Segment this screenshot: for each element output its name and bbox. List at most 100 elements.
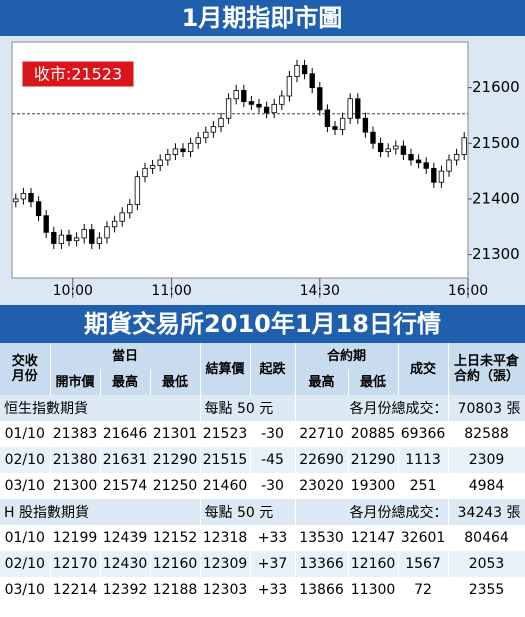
annotation: 收市:21523 (34, 65, 122, 84)
table-row: 03/10 21300 21574 21250 21460 -30 23020 19300 25… (0, 473, 525, 499)
candle-body (187, 142, 194, 153)
table-cell: 01/10 (0, 421, 51, 447)
table-cell: 12188 (150, 577, 201, 603)
candle-body (271, 103, 277, 114)
candle-body (89, 229, 95, 244)
table-cell: 21631 (100, 447, 151, 473)
table-cell: 2309 (448, 447, 525, 473)
candle-body (28, 192, 34, 203)
candle-body (127, 204, 133, 214)
candle-body (294, 64, 300, 77)
y-tick-label: 21500 (472, 134, 520, 152)
table-cell: 交收 月份 (0, 343, 51, 395)
candle-body (51, 231, 57, 244)
table-cell: 21574 (100, 473, 151, 499)
table-cell: 每點 50 元 (200, 395, 296, 421)
table-row: 恒生指數期貨 每點 50 元各月份總成交： 70803 張 (0, 395, 525, 421)
table-title: 期貨交易所2010年1月18日行情 (0, 305, 525, 343)
table-cell: 各月份總成交： (295, 499, 449, 525)
table-cell: 21383 (50, 421, 101, 447)
table-cell: 起跌 (250, 343, 296, 395)
candle-body (256, 103, 262, 108)
table-cell: 22690 (295, 447, 349, 473)
candle-body (301, 64, 308, 75)
table-cell: 12152 (150, 525, 201, 551)
candle-body (142, 167, 148, 178)
table-cell: 當日 (50, 343, 201, 369)
candle-body (461, 137, 467, 155)
candle-body (73, 237, 80, 242)
candle-body (111, 220, 118, 228)
table-cell: 70803 張 (448, 395, 525, 421)
candle-body (165, 154, 171, 161)
y-tick-label: 21600 (472, 78, 520, 96)
table-cell: 21460 (200, 473, 251, 499)
candle-body (81, 229, 87, 239)
candle-body (248, 101, 255, 105)
table-row: 02/10 12170 12430 12160 12309 +37 13366 12160 15… (0, 551, 525, 577)
candle-body (20, 192, 27, 200)
candle-body (415, 159, 422, 164)
candle-body (119, 212, 125, 222)
table-cell: 02/10 (0, 447, 51, 473)
candle-body (233, 90, 239, 100)
table-cell: 最低 (150, 369, 201, 395)
table-cell: 23020 (295, 473, 349, 499)
candle-body (58, 234, 65, 244)
candle-body (446, 159, 452, 172)
table-cell: 12318 (200, 525, 251, 551)
table-cell: 22710 (295, 421, 349, 447)
annotation-box (21, 60, 135, 88)
table-cell: 12170 (50, 551, 101, 577)
candle-body (324, 109, 331, 128)
candle-body (157, 159, 163, 166)
table-cell: 12309 (200, 551, 251, 577)
candle-body (385, 148, 391, 153)
table-cell: 02/10 (0, 551, 51, 577)
table-cell: 32601 (398, 525, 449, 551)
candle-body (370, 131, 376, 144)
table-cell: 01/10 (0, 525, 51, 551)
table-cell: 72 (398, 577, 449, 603)
table-row: 01/10 12199 12439 12152 12318 +33 13530 12147 32… (0, 525, 525, 551)
candle-body (203, 131, 209, 139)
candle-body (408, 154, 414, 161)
table-cell: 82588 (448, 421, 525, 447)
table-cell: 各月份總成交： (295, 395, 449, 421)
table-row: H 股指數期貨 每點 50 元各月份總成交： 34243 張 (0, 499, 525, 525)
table-cell: 21290 (348, 447, 399, 473)
table-cell: 最高 (100, 369, 151, 395)
table-cell: 21380 (50, 447, 101, 473)
candle-body (104, 226, 110, 239)
table-row: 交收 月份 當日 結算價 起跌 合約期 成交 上日未平倉 合約（張） (0, 343, 525, 395)
table-cell: 上日未平倉 合約（張） (448, 343, 525, 395)
candle-body (225, 98, 232, 119)
candle-body (180, 148, 186, 153)
table-cell: 每點 50 元 (200, 499, 296, 525)
table-cell: 恒生指數期貨 (0, 395, 201, 421)
table-cell: 19300 (348, 473, 399, 499)
candle-body (286, 76, 293, 97)
table-cell: 13366 (295, 551, 349, 577)
quote-table: 交收 月份 當日 結算價 起跌 合約期 成交 上日未平倉 合約（張） 開市價 最高 最低 最高 最低恒… (0, 343, 525, 603)
title-bar (0, 0, 525, 36)
table-cell: 12439 (100, 525, 151, 551)
candle-body (431, 167, 437, 183)
table-cell: 21300 (50, 473, 101, 499)
table-cell: 12430 (100, 551, 151, 577)
table-cell: 13530 (295, 525, 349, 551)
candle-body (279, 95, 285, 105)
table-cell: 合約期 (295, 343, 399, 369)
candle-body (241, 90, 247, 102)
table-cell: 21250 (150, 473, 201, 499)
candle-body (43, 215, 49, 233)
table-cell: -30 (250, 421, 296, 447)
table-cell: 12160 (348, 551, 399, 577)
candle-body (13, 198, 19, 203)
table-cell: 251 (398, 473, 449, 499)
table-cell: +37 (250, 551, 296, 577)
table-cell: 21515 (200, 447, 251, 473)
candle-body (332, 126, 338, 130)
x-tick-label: 11:00 (151, 283, 191, 299)
candle-body (149, 165, 156, 169)
